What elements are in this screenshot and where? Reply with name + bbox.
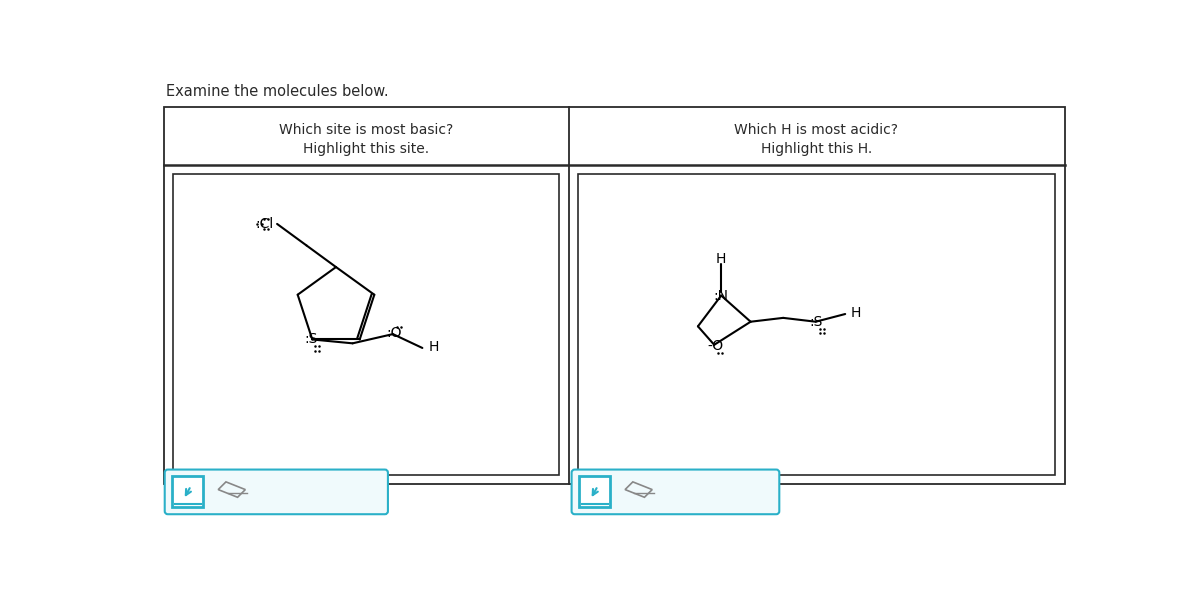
Text: Which site is most basic?: Which site is most basic? — [280, 123, 454, 137]
Text: Examine the molecules below.: Examine the molecules below. — [166, 84, 388, 99]
Text: :S: :S — [304, 332, 318, 347]
Text: -O: -O — [708, 340, 724, 353]
Text: :O: :O — [386, 326, 402, 340]
Text: :Cl: :Cl — [256, 217, 274, 231]
Bar — [173, 477, 204, 507]
Text: :N: :N — [714, 288, 728, 303]
Text: Highlight this site.: Highlight this site. — [304, 142, 430, 157]
Text: H: H — [851, 306, 860, 320]
Text: H: H — [716, 252, 726, 266]
Bar — [578, 174, 1055, 475]
FancyBboxPatch shape — [571, 470, 779, 514]
Bar — [164, 107, 1064, 484]
Text: H: H — [428, 340, 439, 354]
Bar — [173, 174, 559, 475]
Text: Which H is most acidic?: Which H is most acidic? — [734, 123, 899, 137]
Bar — [580, 477, 611, 507]
Text: :S: :S — [810, 315, 823, 329]
FancyBboxPatch shape — [164, 470, 388, 514]
Text: Highlight this H.: Highlight this H. — [761, 142, 872, 157]
